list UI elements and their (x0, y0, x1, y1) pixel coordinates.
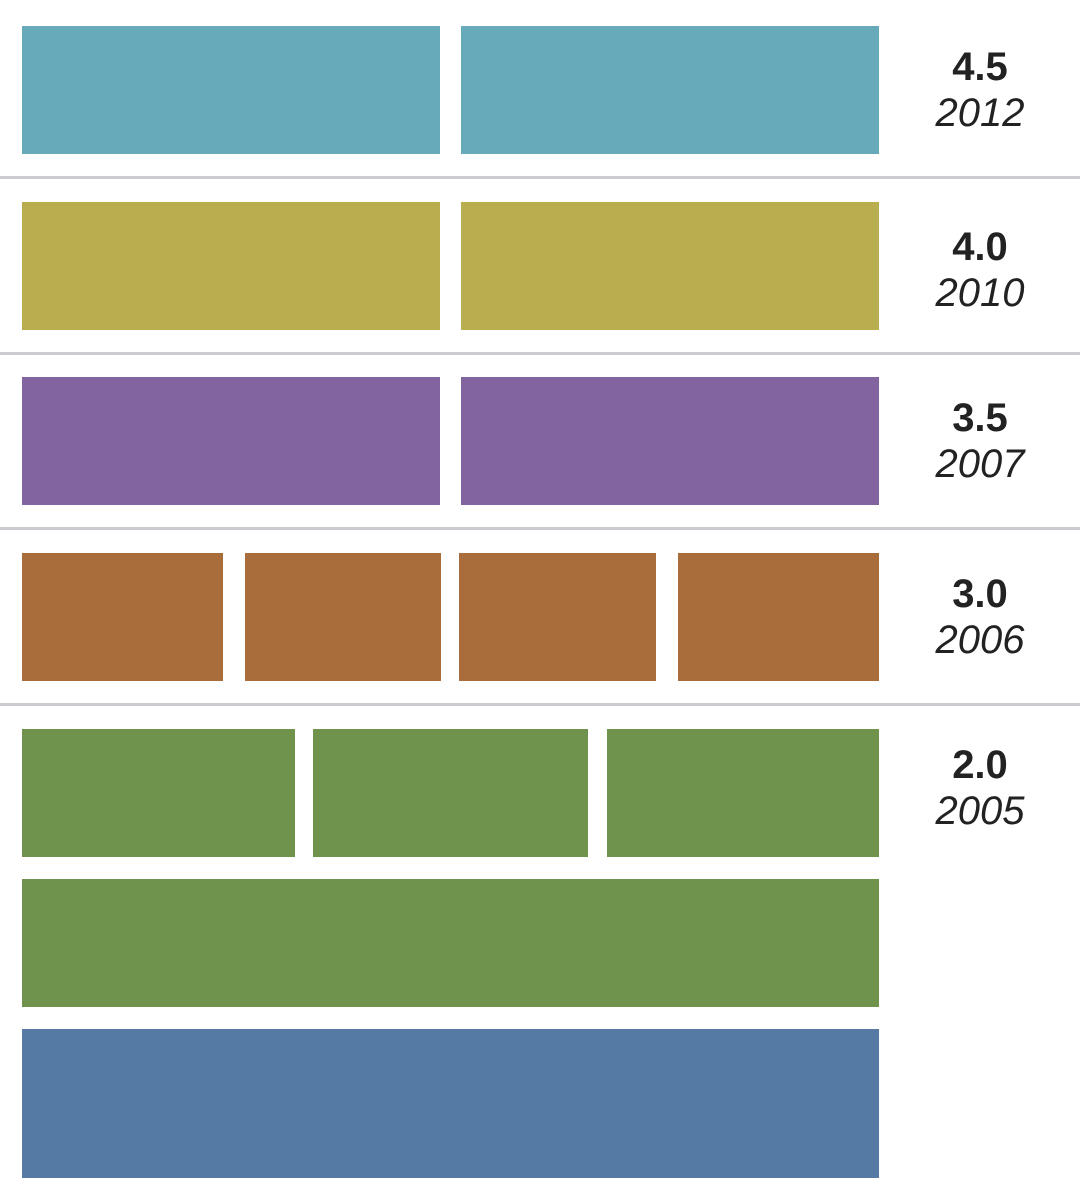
year-label: 2005 (935, 789, 1025, 833)
version-label: 4.0 (952, 225, 1008, 269)
row-label-3-5: 3.5 2007 (880, 395, 1080, 487)
year-label: 2006 (935, 618, 1025, 662)
row-divider (0, 352, 1080, 355)
foundation-block (22, 1029, 879, 1178)
row-divider (0, 176, 1080, 179)
version-label: 4.5 (952, 45, 1008, 89)
block-4-5-part-2 (461, 26, 879, 154)
block-4-0-part-1 (22, 202, 440, 330)
block-3-5-part-2 (461, 377, 879, 505)
block-2-0-base (22, 879, 879, 1007)
block-2-0-part-2 (313, 729, 588, 857)
year-label: 2012 (935, 91, 1025, 135)
version-label: 3.0 (952, 572, 1008, 616)
block-4-0-part-2 (461, 202, 879, 330)
block-3-5-part-1 (22, 377, 440, 505)
version-label: 3.5 (952, 396, 1008, 440)
block-2-0-part-3 (607, 729, 879, 857)
block-3-0-part-1 (22, 553, 223, 681)
row-label-3-0: 3.0 2006 (880, 571, 1080, 663)
block-3-0-part-3 (459, 553, 656, 681)
row-divider (0, 527, 1080, 530)
block-3-0-part-4 (678, 553, 879, 681)
row-label-4-0: 4.0 2010 (880, 224, 1080, 316)
year-label: 2007 (935, 442, 1025, 486)
block-4-5-part-1 (22, 26, 440, 154)
version-label: 2.0 (952, 743, 1008, 787)
year-label: 2010 (935, 271, 1025, 315)
row-divider (0, 703, 1080, 706)
row-label-2-0: 2.0 2005 (880, 742, 1080, 834)
block-2-0-part-1 (22, 729, 295, 857)
block-3-0-part-2 (245, 553, 441, 681)
row-label-4-5: 4.5 2012 (880, 44, 1080, 136)
